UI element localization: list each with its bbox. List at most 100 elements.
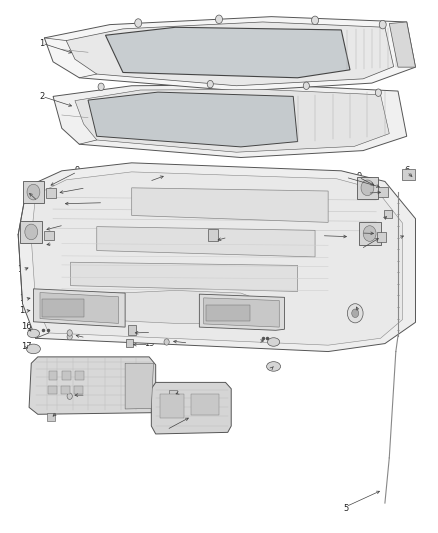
Bar [49, 371, 57, 379]
Polygon shape [53, 85, 407, 158]
Circle shape [25, 224, 38, 240]
Text: 4: 4 [225, 233, 230, 242]
Text: 16: 16 [21, 321, 32, 330]
Polygon shape [389, 22, 416, 67]
Bar [359, 222, 381, 245]
Text: 5: 5 [343, 504, 348, 513]
Text: 9: 9 [74, 166, 80, 175]
Text: 13: 13 [353, 307, 364, 316]
Bar [403, 168, 415, 180]
Text: 3: 3 [146, 177, 152, 186]
Text: 19: 19 [144, 339, 154, 348]
Text: 9: 9 [356, 172, 361, 181]
Text: 20: 20 [81, 390, 91, 399]
Circle shape [379, 20, 386, 29]
Text: 14: 14 [19, 294, 30, 303]
Ellipse shape [267, 362, 281, 371]
Text: 10: 10 [362, 188, 373, 197]
Polygon shape [125, 364, 153, 409]
Ellipse shape [27, 329, 39, 338]
Circle shape [67, 393, 72, 399]
Polygon shape [71, 262, 297, 292]
Polygon shape [97, 290, 263, 324]
Circle shape [135, 19, 142, 27]
Circle shape [164, 339, 169, 345]
Bar [74, 385, 83, 394]
Circle shape [352, 309, 359, 318]
Text: 21: 21 [174, 387, 185, 396]
Text: 9: 9 [358, 228, 364, 237]
Text: 8: 8 [319, 230, 324, 239]
Text: 23: 23 [52, 407, 63, 416]
Bar [75, 371, 84, 379]
Text: 9: 9 [61, 220, 67, 229]
Polygon shape [88, 92, 297, 147]
Text: 17: 17 [266, 363, 277, 372]
Polygon shape [66, 22, 394, 86]
Text: 11: 11 [378, 214, 388, 223]
Polygon shape [29, 357, 155, 414]
Circle shape [215, 15, 223, 23]
Ellipse shape [268, 338, 280, 346]
Text: 6: 6 [404, 166, 410, 175]
Bar [377, 232, 386, 241]
Polygon shape [97, 227, 315, 257]
Polygon shape [40, 293, 119, 324]
Bar [357, 176, 378, 199]
Bar [127, 340, 133, 348]
Bar [128, 325, 136, 335]
Bar [61, 385, 70, 394]
Bar [20, 221, 42, 243]
Text: 20: 20 [183, 337, 194, 346]
Text: 1: 1 [39, 39, 45, 48]
Circle shape [207, 80, 213, 88]
Circle shape [27, 184, 40, 200]
Bar [44, 231, 53, 240]
Text: 15: 15 [19, 305, 30, 314]
Text: 5: 5 [343, 172, 348, 181]
Bar [48, 385, 57, 394]
Text: 10: 10 [356, 244, 366, 253]
Polygon shape [31, 172, 403, 345]
Bar [46, 188, 56, 198]
Polygon shape [18, 163, 416, 352]
Bar [208, 229, 218, 241]
Bar [385, 211, 392, 219]
Text: 12: 12 [32, 196, 43, 205]
Polygon shape [33, 289, 125, 327]
Circle shape [303, 82, 309, 90]
Bar [191, 394, 219, 415]
Polygon shape [132, 188, 328, 222]
Text: 13: 13 [17, 265, 28, 273]
Circle shape [361, 180, 374, 196]
Text: 10: 10 [48, 238, 58, 247]
Circle shape [311, 16, 318, 25]
Bar [62, 371, 71, 379]
Bar [42, 300, 84, 317]
Text: 2: 2 [39, 92, 45, 101]
Bar [169, 390, 177, 398]
Polygon shape [106, 27, 350, 78]
Circle shape [375, 89, 381, 96]
Bar [160, 394, 184, 418]
Polygon shape [75, 90, 389, 152]
Text: 8: 8 [101, 198, 106, 207]
Polygon shape [44, 17, 416, 91]
Circle shape [67, 334, 72, 340]
Bar [22, 181, 44, 203]
Circle shape [363, 225, 376, 241]
Circle shape [347, 304, 363, 323]
Text: 10: 10 [81, 182, 91, 191]
Bar [46, 413, 55, 421]
Text: 17: 17 [21, 342, 32, 351]
Text: 12: 12 [393, 233, 403, 242]
Text: 16: 16 [253, 335, 264, 344]
Text: 22: 22 [161, 424, 172, 433]
Polygon shape [204, 298, 279, 327]
Polygon shape [199, 294, 285, 330]
Bar [206, 305, 250, 321]
Ellipse shape [26, 344, 40, 354]
Circle shape [67, 330, 72, 336]
Polygon shape [151, 382, 231, 434]
Text: 20: 20 [81, 332, 91, 341]
